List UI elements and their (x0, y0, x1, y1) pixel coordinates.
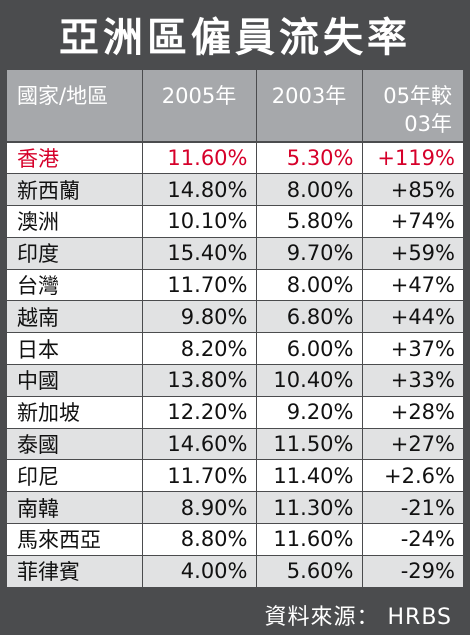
value-2005-cell: 8.90% (142, 491, 257, 525)
value-2003-cell: 6.00% (256, 332, 363, 366)
table-row: 中國 13.80% 10.40% +33% (7, 364, 463, 397)
header-2005: 2005年 (142, 70, 257, 143)
value-2003-cell: 8.00% (256, 269, 363, 302)
value-2005-cell: 14.80% (142, 173, 257, 207)
header-change-label: 05年較 03年 (383, 84, 452, 136)
table-row: 泰國 14.60% 11.50% +27% (7, 428, 463, 461)
change-cell: +33% (362, 364, 463, 397)
value-2005-cell: 10.10% (142, 205, 257, 238)
value-2005-cell: 11.70% (142, 459, 257, 493)
table-row: 南韓 8.90% 11.30% -21% (7, 491, 463, 525)
change-cell: +47% (362, 269, 463, 302)
table-row: 新西蘭 14.80% 8.00% +85% (7, 173, 463, 207)
table-row: 印尼 11.70% 11.40% +2.6% (7, 459, 463, 493)
region-cell: 泰國 (7, 428, 143, 461)
value-2005-cell: 14.60% (142, 428, 257, 461)
value-2005-cell: 8.20% (142, 332, 257, 366)
change-cell: +37% (362, 332, 463, 366)
table-row: 菲律賓 4.00% 5.60% -29% (7, 555, 463, 588)
region-cell: 南韓 (7, 491, 143, 525)
table-row: 日本 8.20% 6.00% +37% (7, 332, 463, 366)
change-cell: +74% (362, 205, 463, 238)
table-row: 香港 11.60% 5.30% +119% (7, 142, 463, 175)
value-2003-cell: 11.60% (256, 523, 363, 556)
region-cell: 印尼 (7, 459, 143, 493)
source-note: 資料來源： HRBS (264, 605, 452, 630)
table-row: 澳洲 10.10% 5.80% +74% (7, 205, 463, 238)
table-row: 馬來西亞 8.80% 11.60% -24% (7, 523, 463, 556)
value-2005-cell: 12.20% (142, 396, 257, 429)
value-2003-cell: 11.40% (256, 459, 363, 493)
table-row: 越南 9.80% 6.80% +44% (7, 300, 463, 334)
value-2003-cell: 10.40% (256, 364, 363, 397)
table-row: 新加坡 12.20% 9.20% +28% (7, 396, 463, 429)
value-2005-cell: 11.70% (142, 269, 257, 302)
value-2005-cell: 8.80% (142, 523, 257, 556)
value-2003-cell: 5.30% (256, 142, 363, 175)
region-cell: 印度 (7, 237, 143, 270)
value-2003-cell: 6.80% (256, 300, 363, 334)
table-body: 香港 11.60% 5.30% +119% 新西蘭 14.80% 8.00% +85% 澳洲 10… (7, 142, 463, 588)
region-cell: 馬來西亞 (7, 523, 143, 556)
header-region: 國家/地區 (7, 70, 143, 143)
value-2005-cell: 9.80% (142, 300, 257, 334)
region-cell: 菲律賓 (7, 555, 143, 588)
value-2003-cell: 11.30% (256, 491, 363, 525)
change-cell: -29% (362, 555, 463, 588)
region-cell: 香港 (7, 142, 143, 175)
value-2005-cell: 13.80% (142, 364, 257, 397)
change-cell: +85% (362, 173, 463, 207)
change-cell: -21% (362, 491, 463, 525)
value-2003-cell: 11.50% (256, 428, 363, 461)
region-cell: 中國 (7, 364, 143, 397)
value-2003-cell: 8.00% (256, 173, 363, 207)
chart-title: 亞洲區僱員流失率 (59, 15, 411, 61)
change-cell: +59% (362, 237, 463, 270)
value-2003-cell: 5.60% (256, 555, 363, 588)
change-cell: +2.6% (362, 459, 463, 493)
region-cell: 新加坡 (7, 396, 143, 429)
header-row: 國家/地區 2005年 2003年 05年較 03年 (7, 70, 463, 143)
region-cell: 台灣 (7, 269, 143, 302)
value-2005-cell: 4.00% (142, 555, 257, 588)
region-cell: 澳洲 (7, 205, 143, 238)
change-cell: -24% (362, 523, 463, 556)
value-2005-cell: 11.60% (142, 142, 257, 175)
value-2003-cell: 9.70% (256, 237, 363, 270)
change-cell: +27% (362, 428, 463, 461)
value-2003-cell: 5.80% (256, 205, 363, 238)
table-row: 印度 15.40% 9.70% +59% (7, 237, 463, 270)
header-change: 05年較 03年 (362, 70, 463, 143)
change-cell: +28% (362, 396, 463, 429)
region-cell: 日本 (7, 332, 143, 366)
table-row: 台灣 11.70% 8.00% +47% (7, 269, 463, 302)
header-2003: 2003年 (256, 70, 363, 143)
change-cell: +44% (362, 300, 463, 334)
value-2005-cell: 15.40% (142, 237, 257, 270)
change-cell: +119% (362, 142, 463, 175)
turnover-table: 國家/地區 2005年 2003年 05年較 03年 香港 11.60% 5.30%… (7, 70, 463, 588)
region-cell: 越南 (7, 300, 143, 334)
value-2003-cell: 9.20% (256, 396, 363, 429)
region-cell: 新西蘭 (7, 173, 143, 207)
